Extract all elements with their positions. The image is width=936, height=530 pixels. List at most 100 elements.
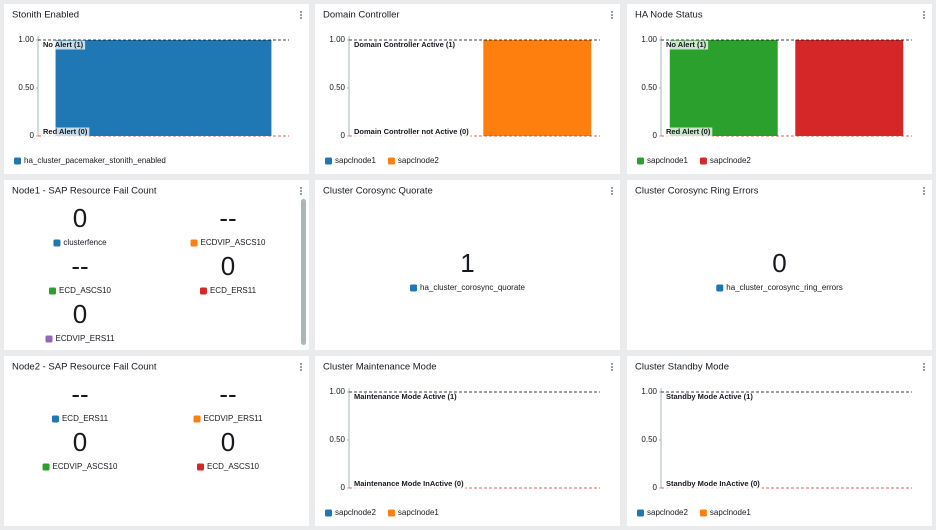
- widget-title: Cluster Maintenance Mode: [323, 362, 437, 373]
- widget-menu-dot: [923, 11, 925, 13]
- bar: [55, 40, 272, 136]
- number-swatch: [45, 335, 53, 343]
- annotation-label: Red Alert (0): [43, 127, 88, 136]
- widget-panel: [315, 356, 620, 526]
- widget-panel: [4, 180, 309, 350]
- widget-title: Cluster Standby Mode: [635, 362, 729, 373]
- legend-swatch: [699, 509, 707, 517]
- widget-menu-dot: [923, 366, 925, 368]
- widget-menu-dot: [300, 17, 302, 19]
- legend-swatch: [637, 157, 644, 165]
- number-value: --: [71, 251, 88, 281]
- widget-menu-dot: [611, 363, 613, 365]
- number-label: ECDVIP_ERS11: [56, 334, 116, 343]
- annotation-bg: [664, 127, 713, 137]
- annotation-bg: [41, 40, 86, 50]
- widget-title: Node1 - SAP Resource Fail Count: [12, 186, 157, 197]
- number-value: 0: [73, 299, 87, 329]
- annotation-label: Standby Mode InActive (0): [666, 479, 760, 488]
- number-swatch: [716, 284, 724, 292]
- number-swatch: [51, 415, 59, 423]
- number-label: ECD_ERS11: [210, 286, 257, 295]
- widget-title: Node2 - SAP Resource Fail Count: [12, 362, 157, 373]
- number-label: ha_cluster_corosync_quorate: [420, 283, 526, 292]
- annotation-bg: [664, 392, 755, 402]
- widget-panel: [4, 356, 309, 526]
- widget-menu-dot: [923, 369, 925, 371]
- number-label: ECD_ASCS10: [207, 462, 260, 471]
- widget-menu-dot: [923, 14, 925, 16]
- legend-swatch: [325, 157, 332, 165]
- annotation-label: Domain Controller not Active (0): [354, 127, 469, 136]
- number-value: 0: [73, 203, 87, 233]
- number-swatch: [190, 239, 198, 247]
- bar: [795, 40, 904, 136]
- y-tick-label: 1.00: [641, 35, 657, 44]
- legend-label: sapclnode1: [398, 508, 439, 517]
- widget-title: Stonith Enabled: [12, 10, 79, 21]
- annotation-bg: [352, 392, 459, 402]
- widget-menu-dot: [923, 363, 925, 365]
- widget-menu-dot: [611, 366, 613, 368]
- annotation-bg: [664, 479, 762, 489]
- legend-swatch: [387, 157, 395, 165]
- annotation-bg: [352, 479, 466, 489]
- number-label: ECD_ASCS10: [59, 286, 112, 295]
- y-tick-label: 0.50: [641, 83, 657, 92]
- widget-menu-dot: [611, 369, 613, 371]
- number-value: --: [219, 379, 236, 409]
- widget-menu-dot: [300, 11, 302, 13]
- y-tick-label: 0.50: [641, 435, 657, 444]
- widget-menu-dot: [300, 14, 302, 16]
- widget-menu-dot: [300, 187, 302, 189]
- widget-menu-dot: [300, 363, 302, 365]
- legend-label: sapclnode1: [335, 156, 376, 165]
- annotation-label: Standby Mode Active (1): [666, 392, 753, 401]
- legend-swatch: [14, 157, 21, 165]
- legend-label: sapclnode2: [335, 508, 376, 517]
- annotation-label: No Alert (1): [666, 40, 707, 49]
- widget-title: Domain Controller: [323, 10, 400, 21]
- widget-menu-dot: [300, 193, 302, 195]
- number-value: 0: [221, 251, 235, 281]
- legend-label: sapclnode2: [647, 508, 688, 517]
- number-swatch: [42, 463, 50, 471]
- number-value: 0: [221, 427, 235, 457]
- widget-menu-dot: [611, 187, 613, 189]
- scrollbar[interactable]: [301, 199, 306, 345]
- number-value: --: [219, 203, 236, 233]
- annotation-label: Red Alert (0): [666, 127, 711, 136]
- number-label: clusterfence: [63, 238, 107, 247]
- annotation-bg: [352, 40, 457, 50]
- widget-menu-dot: [923, 17, 925, 19]
- number-swatch: [199, 287, 207, 295]
- y-tick-label: 0: [30, 131, 35, 140]
- widget-menu-dot: [300, 190, 302, 192]
- widget-menu-dot: [611, 190, 613, 192]
- widget-title: HA Node Status: [635, 10, 703, 21]
- number-swatch: [193, 415, 201, 423]
- widget-menu-dot: [611, 17, 613, 19]
- legend-label: ha_cluster_pacemaker_stonith_enabled: [24, 156, 166, 165]
- number-swatch: [196, 463, 204, 471]
- legend-swatch: [325, 509, 332, 517]
- widget-menu-dot: [611, 193, 613, 195]
- widget-menu-dot: [923, 193, 925, 195]
- y-tick-label: 0: [341, 483, 346, 492]
- bar: [483, 40, 592, 136]
- legend-label: sapclnode1: [647, 156, 688, 165]
- number-value: 0: [772, 248, 786, 278]
- widget-menu-dot: [300, 366, 302, 368]
- number-value: 0: [73, 427, 87, 457]
- legend-label: sapclnode2: [398, 156, 439, 165]
- widget-panel: [627, 356, 932, 526]
- legend-swatch: [699, 157, 707, 165]
- number-swatch: [410, 284, 418, 292]
- legend-label: sapclnode1: [710, 508, 751, 517]
- annotation-bg: [352, 127, 471, 137]
- widget-panel: [627, 180, 932, 350]
- number-label: ha_cluster_corosync_ring_errors: [726, 283, 843, 292]
- y-tick-label: 0.50: [329, 83, 345, 92]
